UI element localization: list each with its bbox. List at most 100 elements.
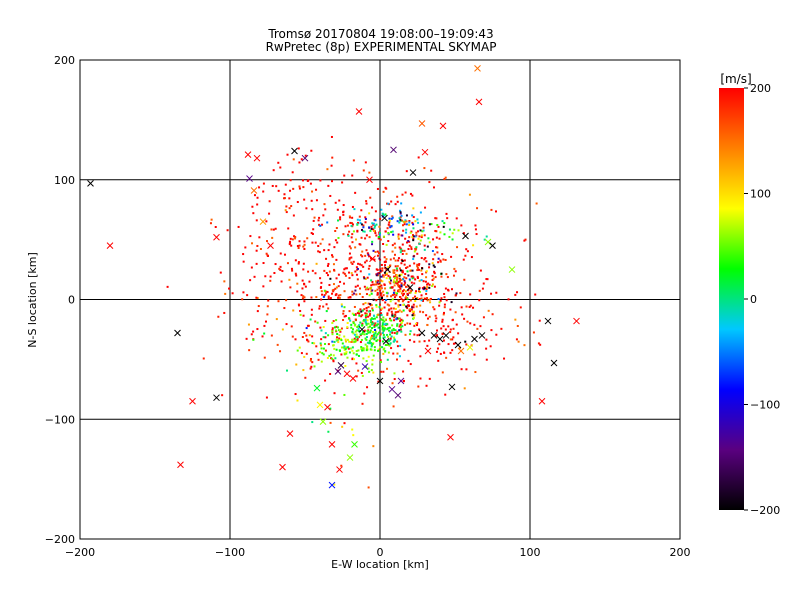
scatter-dot [523, 239, 526, 242]
scatter-dot [464, 340, 467, 343]
scatter-dot [327, 297, 330, 300]
scatter-dot [377, 285, 380, 288]
scatter-dot [379, 308, 382, 311]
scatter-dot [326, 274, 329, 277]
scatter-cross [337, 362, 345, 369]
scatter-dot [421, 267, 424, 270]
scatter-dot [388, 280, 391, 283]
scatter-dot [349, 319, 352, 322]
scatter-dot [377, 348, 380, 351]
scatter-dot [416, 276, 419, 279]
scatter-dot [408, 244, 411, 247]
scatter-dot [277, 161, 280, 164]
scatter-dot [328, 270, 331, 273]
scatter-dot [268, 200, 271, 203]
scatter-dot [283, 253, 286, 256]
scatter-dot [387, 266, 390, 269]
scatter-dot [402, 303, 405, 306]
scatter-dot [343, 315, 346, 318]
scatter-dot [392, 269, 395, 272]
scatter-cross [447, 433, 454, 441]
scatter-dot [411, 221, 414, 224]
scatter-dot [347, 234, 350, 237]
scatter-dot [345, 267, 348, 270]
scatter-dot [370, 227, 373, 230]
scatter-dot [407, 248, 410, 251]
scatter-dot [366, 386, 369, 389]
scatter-dot [406, 322, 409, 325]
scatter-dot [416, 324, 419, 327]
scatter-dot [382, 242, 385, 245]
scatter-cross [267, 242, 274, 249]
scatter-dot [383, 327, 386, 330]
scatter-dot [342, 213, 345, 216]
scatter-dot [421, 273, 424, 276]
scatter-dot [443, 303, 446, 306]
scatter-dot [354, 270, 357, 273]
scatter-cross [478, 332, 486, 339]
scatter-dot [381, 295, 384, 298]
scatter-dot [416, 334, 419, 337]
scatter-dot [411, 214, 414, 217]
scatter-dot [313, 365, 316, 368]
scatter-dot [399, 219, 402, 222]
scatter-dot [431, 284, 434, 287]
scatter-dot [245, 337, 248, 340]
scatter-cross [189, 397, 196, 405]
scatter-dot [371, 363, 374, 366]
scatter-dot [428, 377, 431, 380]
scatter-dot [379, 337, 382, 340]
scatter-dot [442, 339, 445, 342]
scatter-dot [311, 342, 314, 345]
scatter-dot [361, 331, 364, 334]
scatter-dot [388, 329, 391, 332]
scatter-dot [371, 323, 374, 326]
scatter-dot [336, 336, 339, 339]
scatter-dot [416, 269, 419, 272]
scatter-dot [449, 308, 452, 311]
scatter-dot [425, 283, 428, 286]
y-tick-label: 0 [68, 294, 75, 307]
scatter-dot [390, 225, 393, 228]
scatter-dot [382, 316, 385, 319]
scatter-dot [370, 321, 373, 324]
scatter-dot [297, 247, 300, 250]
scatter-dot [400, 202, 403, 205]
scatter-dot [458, 358, 461, 361]
scatter-dot [324, 349, 327, 352]
scatter-dot [383, 336, 386, 339]
scatter-dot [289, 240, 292, 243]
scatter-dot [302, 268, 305, 271]
scatter-dot [385, 299, 388, 302]
scatter-dot [385, 333, 388, 336]
scatter-dot [359, 287, 362, 290]
scatter-dot [368, 264, 371, 267]
scatter-dot [391, 312, 394, 315]
scatter-dot [344, 225, 347, 228]
scatter-dot [397, 259, 400, 262]
scatter-cross [382, 338, 390, 345]
scatter-dot [302, 245, 305, 248]
scatter-dot [266, 305, 269, 308]
scatter-dot [296, 201, 299, 204]
scatter-dot [319, 179, 322, 182]
scatter-dot [414, 278, 417, 281]
scatter-dot [321, 293, 324, 296]
scatter-cross [406, 284, 414, 291]
scatter-dot [362, 169, 365, 172]
scatter-dot [382, 352, 385, 355]
scatter-dot [362, 265, 365, 268]
y-tick-label: 100 [54, 174, 75, 187]
scatter-dot [373, 346, 376, 349]
scatter-dot [280, 280, 283, 283]
scatter-dot [452, 327, 455, 330]
scatter-dot [339, 330, 342, 333]
scatter-dot [321, 352, 324, 355]
scatter-dot [302, 186, 305, 189]
scatter-dot [482, 316, 485, 319]
scatter-dot [322, 347, 325, 350]
scatter-dot [426, 317, 429, 320]
scatter-dot [371, 359, 374, 362]
scatter-dot [361, 322, 364, 325]
scatter-dot [364, 254, 367, 257]
